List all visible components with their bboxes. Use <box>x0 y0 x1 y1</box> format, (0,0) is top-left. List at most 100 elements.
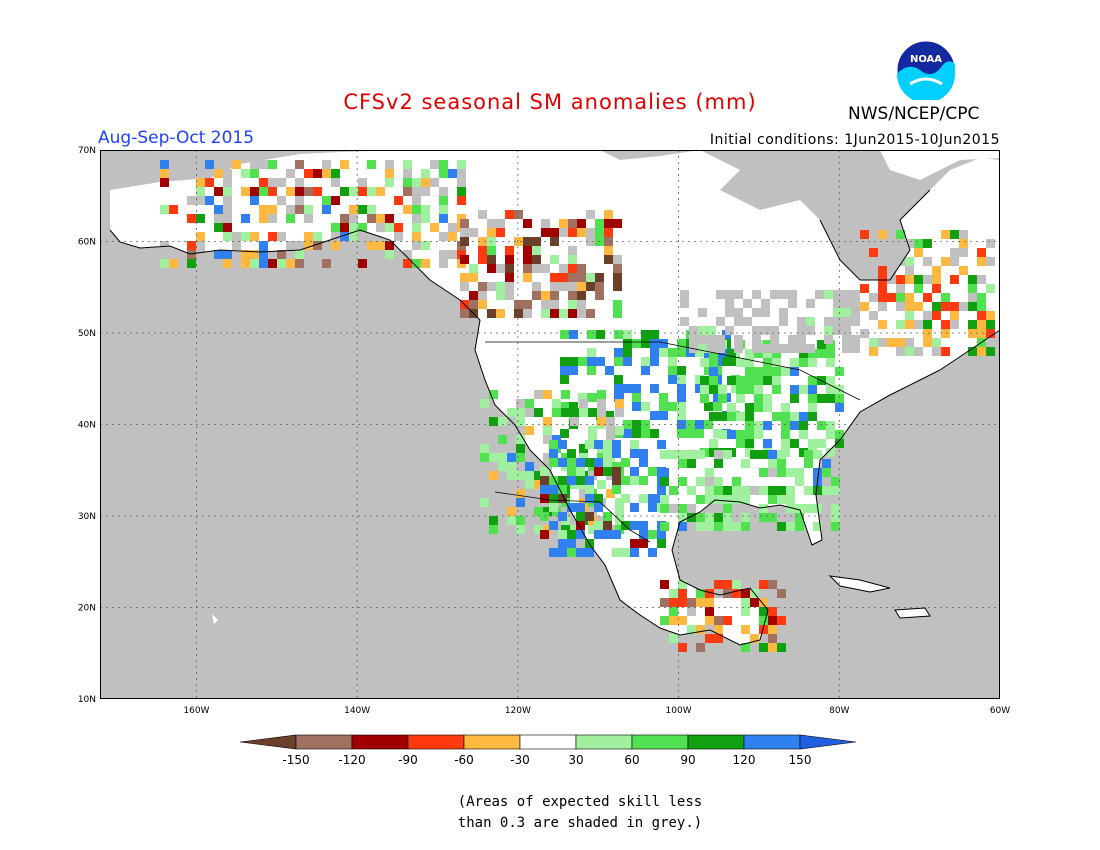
anomaly-cell-576 <box>597 399 606 408</box>
anomaly-cell-962 <box>768 643 777 652</box>
anomaly-cell-885 <box>759 513 768 522</box>
anomaly-cell-803 <box>678 450 687 459</box>
lat-label-1: 60N <box>78 238 96 248</box>
anomaly-cell-1001 <box>806 317 815 326</box>
anomaly-cell-324 <box>560 330 569 339</box>
anomaly-cell-104 <box>241 214 250 223</box>
anomaly-cell-19 <box>223 169 232 178</box>
anomaly-cell-566 <box>534 390 543 399</box>
anomaly-cell-829 <box>813 468 822 477</box>
anomaly-cell-777 <box>558 530 567 539</box>
anomaly-cell-577 <box>615 399 624 408</box>
anomaly-cell-920 <box>660 598 669 607</box>
anomaly-cell-248 <box>487 255 496 264</box>
anomaly-cell-0 <box>160 160 169 169</box>
anomaly-cell-4 <box>250 160 259 169</box>
anomaly-cell-137 <box>277 232 286 241</box>
anomaly-cell-823 <box>705 468 714 477</box>
anomaly-cell-51 <box>223 187 232 196</box>
anomaly-cell-1132 <box>950 320 959 329</box>
anomaly-cell-224 <box>568 228 577 237</box>
anomaly-cell-108 <box>304 214 313 223</box>
anomaly-cell-1114 <box>941 302 950 311</box>
anomaly-cell-327 <box>596 330 605 339</box>
anomaly-cell-715 <box>576 458 585 467</box>
anomaly-cell-28 <box>403 169 412 178</box>
anomaly-cell-617 <box>489 453 498 462</box>
anomaly-cell-515 <box>781 403 790 412</box>
anomaly-cell-291 <box>469 291 478 300</box>
anomaly-cell-392 <box>677 384 686 393</box>
anomaly-cell-713 <box>558 458 567 467</box>
anomaly-cell-1068 <box>896 257 905 266</box>
anomaly-cell-367 <box>668 357 677 366</box>
anomaly-cell-841 <box>687 486 696 495</box>
anomaly-cell-1002 <box>824 317 833 326</box>
anomaly-cell-277 <box>613 273 622 282</box>
anomaly-cell-811 <box>777 450 786 459</box>
anomaly-cell-849 <box>768 486 777 495</box>
anomaly-cell-25 <box>322 169 331 178</box>
anomaly-cell-5 <box>259 160 268 169</box>
anomaly-cell-490 <box>709 385 718 394</box>
anomaly-cell-954 <box>705 634 714 643</box>
anomaly-cell-463 <box>745 358 754 367</box>
anomaly-cell-1145 <box>896 338 905 347</box>
anomaly-cell-1089 <box>950 275 959 284</box>
anomaly-cell-796 <box>585 548 594 557</box>
anomaly-cell-705 <box>657 440 666 449</box>
anomaly-cell-67 <box>421 187 430 196</box>
anomaly-cell-774 <box>639 521 648 530</box>
anomaly-cell-895 <box>732 522 741 531</box>
anomaly-cell-568 <box>561 390 570 399</box>
anomaly-cell-826 <box>777 468 786 477</box>
anomaly-cell-880 <box>705 513 714 522</box>
anomaly-cell-1090 <box>968 275 977 284</box>
anomaly-cell-571 <box>480 399 489 408</box>
anomaly-cell-465 <box>772 358 781 367</box>
anomaly-cell-959 <box>696 643 705 652</box>
anomaly-cell-197 <box>412 259 421 268</box>
anomaly-cell-1115 <box>950 302 959 311</box>
anomaly-cell-257 <box>487 264 496 273</box>
anomaly-cell-61 <box>349 187 358 196</box>
anomaly-cell-612 <box>516 444 525 453</box>
anomaly-cell-161 <box>385 241 394 250</box>
anomaly-cell-678 <box>507 516 516 525</box>
anomaly-cell-288 <box>586 282 595 291</box>
anomaly-cell-535 <box>826 421 835 430</box>
anomaly-cell-932 <box>705 607 714 616</box>
anomaly-cell-366 <box>650 357 659 366</box>
anomaly-cell-321 <box>577 309 586 318</box>
anomaly-cell-256 <box>469 264 478 273</box>
anomaly-cell-489 <box>700 385 709 394</box>
anomaly-cell-606 <box>516 435 525 444</box>
anomaly-cell-163 <box>421 241 430 250</box>
anomaly-cell-418 <box>659 411 668 420</box>
anomaly-cell-798 <box>621 548 630 557</box>
anomaly-cell-533 <box>799 421 808 430</box>
anomaly-cell-839 <box>831 477 840 486</box>
anomaly-cell-871 <box>759 504 768 513</box>
anomaly-cell-676 <box>615 507 624 516</box>
anomaly-cell-688 <box>489 525 498 534</box>
anomaly-cell-313 <box>487 309 496 318</box>
anomaly-cell-1084 <box>896 275 905 284</box>
anomaly-cell-1064 <box>959 248 968 257</box>
lat-label-6: 10N <box>78 695 96 705</box>
land-north-america <box>110 150 1000 645</box>
anomaly-cell-1050 <box>950 230 959 239</box>
anomaly-cell-1004 <box>842 317 851 326</box>
anomaly-cell-669 <box>507 507 516 516</box>
anomaly-cell-627 <box>498 462 507 471</box>
anomaly-cell-198 <box>421 259 430 268</box>
legend-box-5 <box>575 734 633 750</box>
anomaly-cell-240 <box>487 246 496 255</box>
anomaly-cell-530 <box>763 421 772 430</box>
anomaly-cell-635 <box>615 462 624 471</box>
anomaly-cell-792 <box>549 548 558 557</box>
anomaly-cell-815 <box>687 459 696 468</box>
anomaly-cell-22 <box>286 169 295 178</box>
anomaly-cell-190 <box>295 259 304 268</box>
anomaly-cell-217 <box>460 228 469 237</box>
